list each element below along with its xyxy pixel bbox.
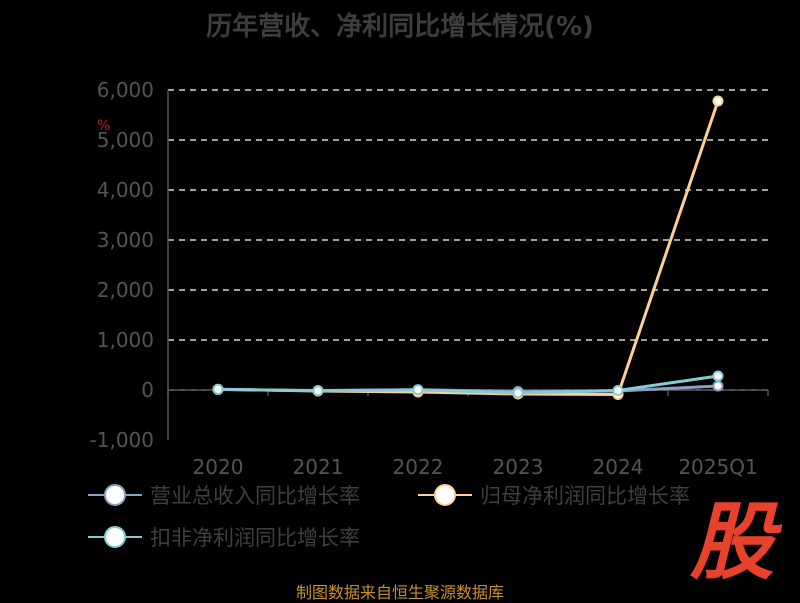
y-tick-label: 1,000 [97, 328, 154, 352]
legend-item-net-profit[interactable]: 归母净利润同比增长率 [418, 480, 690, 510]
y-tick-label: -1,000 [90, 428, 154, 452]
x-tick-label: 2024 [593, 455, 644, 479]
data-point-2-2 [412, 384, 424, 396]
legend-item-deducted-profit[interactable]: 扣非净利润同比增长率 [88, 522, 360, 552]
y-tick-label: 6,000 [97, 78, 154, 102]
legend-label-revenue: 营业总收入同比增长率 [150, 484, 360, 508]
x-tick-label: 2023 [493, 455, 544, 479]
data-point-2-3 [512, 387, 524, 399]
data-point-2-1 [312, 385, 324, 397]
data-point-0-5 [712, 380, 724, 392]
series-layer [212, 95, 724, 400]
legend-label-net-profit: 归母净利润同比增长率 [480, 484, 690, 508]
legend-marker-net-profit [418, 482, 472, 508]
y-tick-label: 2,000 [97, 278, 154, 302]
legend-marker-revenue [88, 482, 142, 508]
y-tick-label: 4,000 [97, 178, 154, 202]
x-tick-label: 2022 [393, 455, 444, 479]
y-tick-label: 5,000 [97, 128, 154, 152]
chart-title: 历年营收、净利同比增长情况(%) [206, 12, 594, 42]
legend-label-deducted-profit: 扣非净利润同比增长率 [150, 526, 360, 550]
data-point-2-0 [212, 383, 224, 395]
legend-item-revenue[interactable]: 营业总收入同比增长率 [88, 480, 360, 510]
x-tick-label: 2020 [193, 455, 244, 479]
axis-layer: -1,000 0 1,000 2,000 3,000 4,000 5,000 6,000 202… [90, 78, 769, 479]
corner-mark: % [97, 118, 111, 134]
series-line-1 [217, 100, 720, 396]
grid-layer [168, 89, 768, 391]
legend-marker-deducted-profit [88, 524, 142, 550]
series-line-2 [217, 374, 719, 395]
x-tick-label: 2025Q1 [678, 455, 757, 479]
data-point-1-5 [712, 95, 724, 107]
brand-logo: 股 [690, 493, 775, 591]
x-tick-label: 2021 [293, 455, 344, 479]
y-tick-label: 0 [141, 378, 154, 402]
data-point-2-4 [612, 385, 624, 396]
source-note: 制图数据来自恒生聚源数据库 [295, 583, 504, 602]
data-point-2-5 [712, 370, 724, 382]
y-tick-label: 3,000 [97, 228, 154, 252]
